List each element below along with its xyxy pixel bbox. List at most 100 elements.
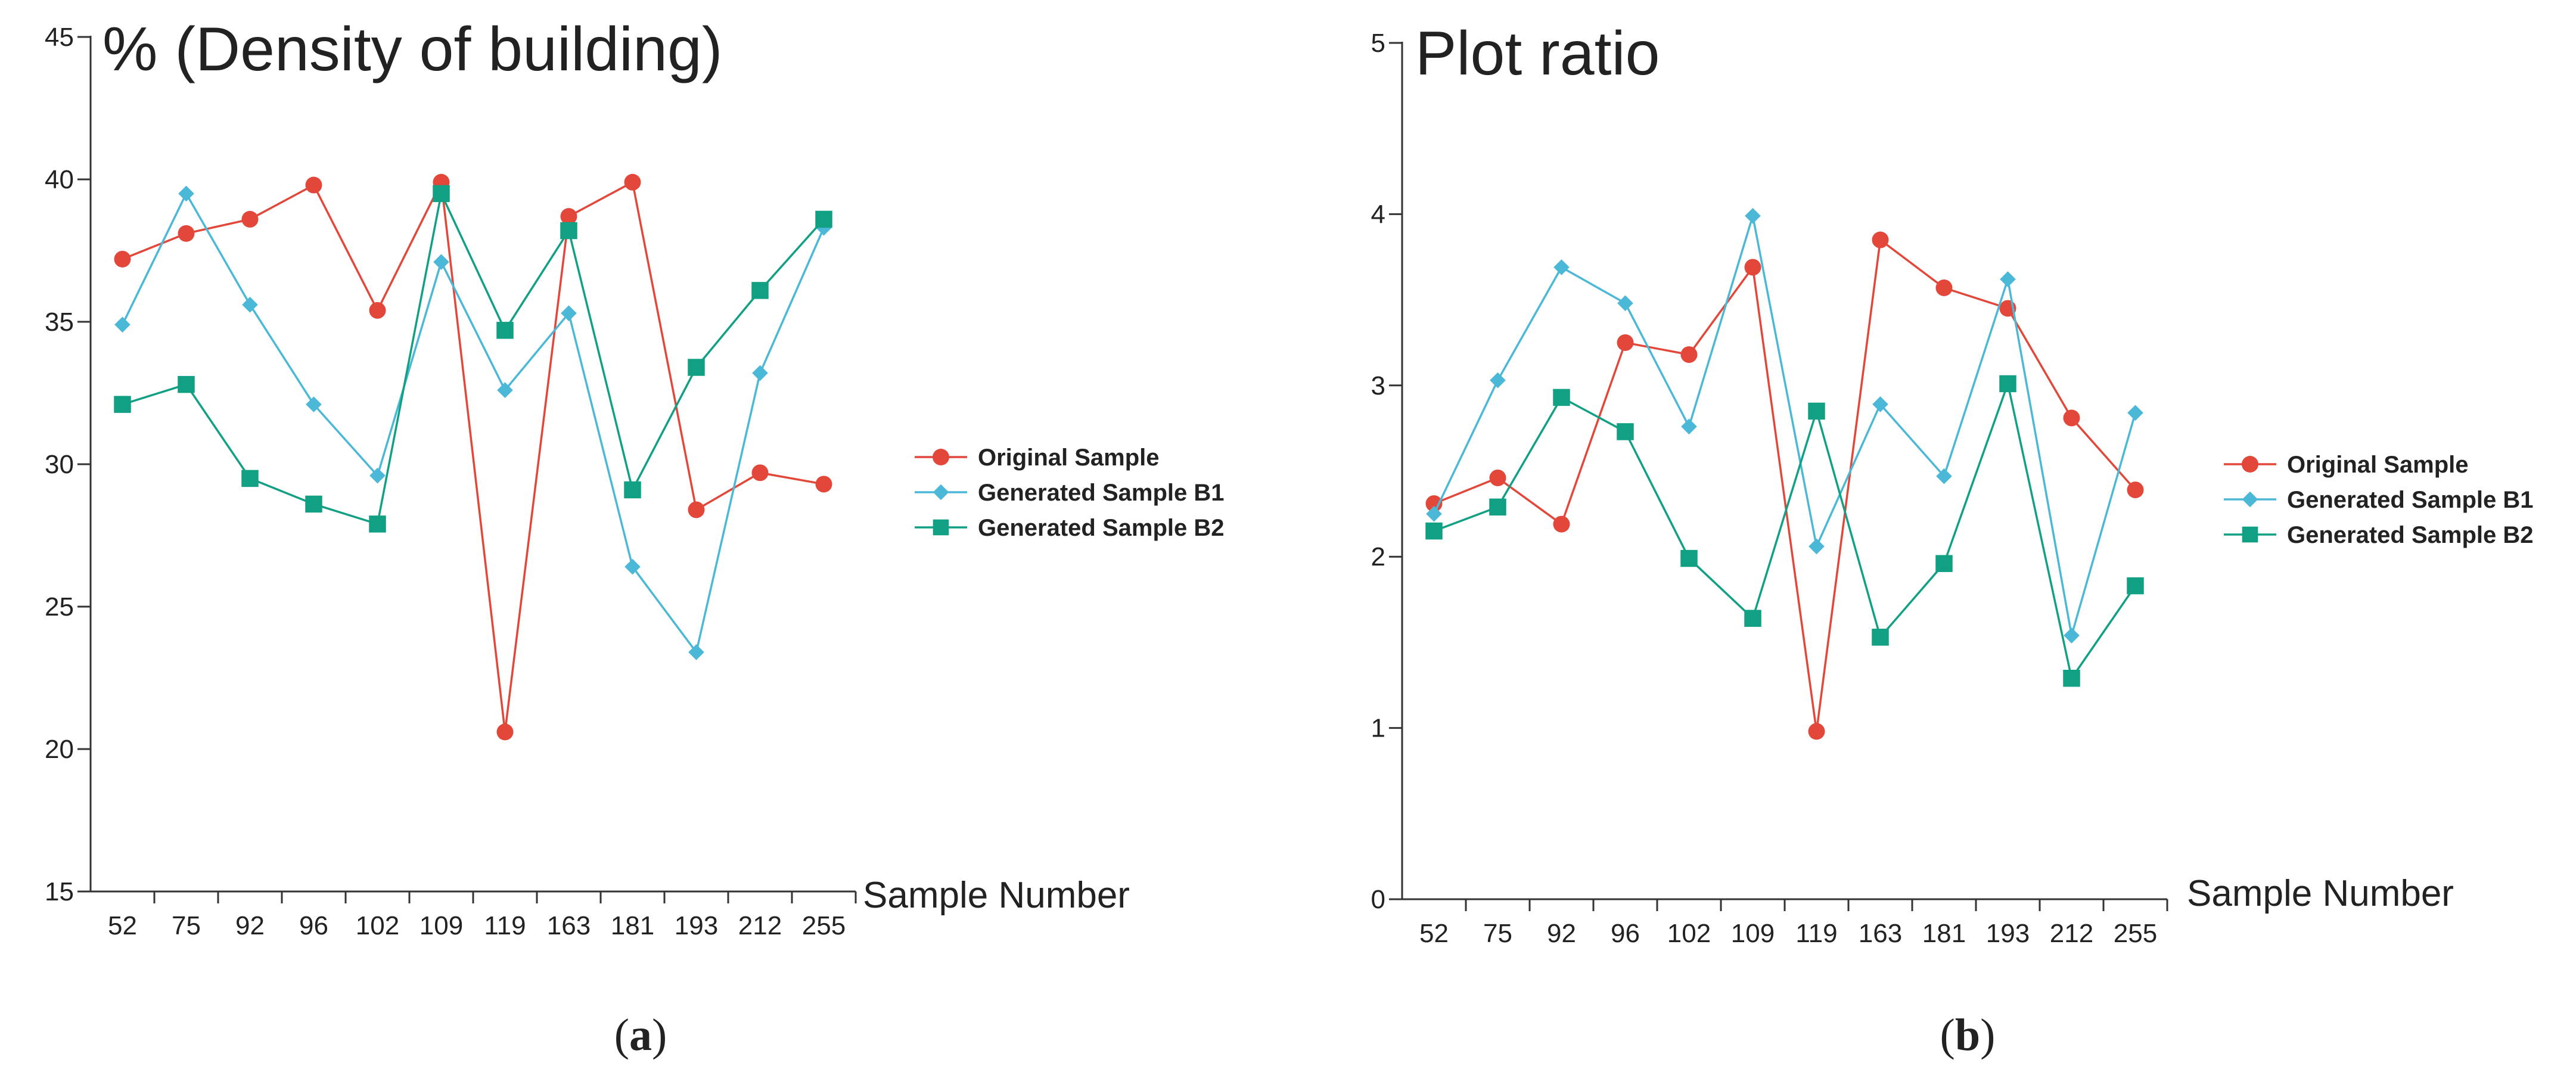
data-point-b1 xyxy=(1617,295,1633,312)
data-point-b2 xyxy=(1872,629,1889,646)
data-point-b1 xyxy=(306,396,322,412)
data-point-b2 xyxy=(1680,549,1698,567)
panel-label-letter: b xyxy=(1955,1010,1980,1060)
data-point-original xyxy=(1744,259,1761,276)
data-point-b1 xyxy=(497,382,513,399)
series-line-original xyxy=(1433,238,2136,733)
data-point-b1 xyxy=(816,219,832,236)
data-point-b1 xyxy=(1936,468,1952,484)
data-point-original xyxy=(815,476,832,493)
data-point-b2 xyxy=(369,515,386,533)
data-point-b2 xyxy=(496,322,514,339)
panel-label-close-paren: ) xyxy=(652,1010,667,1060)
data-point-original xyxy=(114,250,131,268)
data-point-original xyxy=(1489,469,1506,486)
data-point-b2 xyxy=(1744,610,1761,627)
panel-b-plot-ratio-chart: Plot ratio 0 1 2 3 4 5 52 75 92 96 102 109 119 163 181 1… xyxy=(1371,19,2534,1060)
legend-label: Generated Sample B2 xyxy=(2287,522,2534,548)
data-point-original xyxy=(241,210,259,228)
x-tick-label: 96 xyxy=(1611,919,1640,948)
data-point-b2 xyxy=(624,481,641,499)
x-tick-label: 119 xyxy=(484,911,526,940)
data-point-original xyxy=(1872,231,1889,248)
series-line-b1 xyxy=(1433,215,2137,637)
data-point-b1 xyxy=(1553,259,1570,275)
data-point-b2 xyxy=(688,359,705,376)
data-point-b2 xyxy=(114,396,131,413)
series-b2 xyxy=(1425,375,2144,687)
data-point-original xyxy=(178,225,195,242)
x-axis-label: Sample Number xyxy=(863,875,1130,916)
data-point-original xyxy=(1553,515,1570,533)
data-point-original xyxy=(2063,409,2080,427)
x-tick-label: 96 xyxy=(299,911,328,940)
data-point-original xyxy=(751,464,769,481)
series-b1 xyxy=(1426,207,2143,644)
data-point-b2 xyxy=(560,222,577,240)
data-point-b2 xyxy=(178,375,195,393)
data-point-b1 xyxy=(752,365,768,381)
y-tick-label: 15 xyxy=(45,877,74,906)
panel-label: (b) xyxy=(1940,1010,1996,1060)
x-tick-label: 255 xyxy=(2114,919,2157,948)
x-tick-label: 181 xyxy=(611,911,654,940)
legend-label: Generated Sample B1 xyxy=(2287,487,2534,513)
data-point-b1 xyxy=(1490,372,1506,389)
data-point-b2 xyxy=(1553,389,1570,406)
panel-label-close-paren: ) xyxy=(1980,1010,1995,1060)
x-tick-label: 163 xyxy=(547,911,591,940)
legend: Original Sample Generated Sample B1 Genera… xyxy=(2224,452,2534,548)
y-tick-label: 30 xyxy=(45,450,74,479)
data-point-b1 xyxy=(1872,396,1888,412)
data-point-b2 xyxy=(305,495,322,513)
y-tick-label: 40 xyxy=(45,165,74,194)
data-point-b1 xyxy=(1809,538,1825,555)
y-tick-label: 2 xyxy=(1371,542,1385,571)
legend-marker-original xyxy=(2242,456,2258,473)
x-tick-label: 102 xyxy=(356,911,399,940)
data-point-b1 xyxy=(178,185,194,202)
data-point-original xyxy=(688,501,705,518)
x-tick-label: 193 xyxy=(1986,919,2030,948)
data-point-b1 xyxy=(688,644,704,660)
panel-a-density-chart: % (Density of building) 15 20 25 30 35 40 45 52 7… xyxy=(45,15,1224,1060)
legend-marker-b2 xyxy=(2242,526,2258,543)
series-original xyxy=(1425,231,2144,740)
series-b1 xyxy=(114,185,832,660)
x-tick-label: 212 xyxy=(738,911,782,940)
data-point-original xyxy=(2127,481,2144,499)
data-point-original xyxy=(369,302,386,319)
chart-title: % (Density of building) xyxy=(102,15,722,84)
data-point-original xyxy=(1935,279,1953,296)
data-point-b2 xyxy=(1808,402,1825,420)
x-tick-label: 109 xyxy=(420,911,463,940)
chart-title: Plot ratio xyxy=(1415,19,1660,88)
x-tick-label: 75 xyxy=(1483,919,1512,948)
legend-marker-b2 xyxy=(933,519,949,536)
data-point-b1 xyxy=(1681,418,1697,435)
data-point-b1 xyxy=(433,254,449,270)
x-axis-label: Sample Number xyxy=(2187,873,2454,914)
data-point-original xyxy=(1425,495,1443,512)
x-tick-label: 119 xyxy=(1795,919,1837,948)
data-point-original xyxy=(1808,723,1825,740)
data-point-b2 xyxy=(241,470,259,487)
data-point-b2 xyxy=(433,185,450,203)
data-point-original xyxy=(1617,334,1634,351)
data-point-b1 xyxy=(1426,506,1442,522)
y-tick-label: 3 xyxy=(1371,371,1385,400)
data-point-b1 xyxy=(2064,627,2080,644)
data-point-b2 xyxy=(1425,522,1443,540)
data-point-b2 xyxy=(1999,375,2016,393)
series-original xyxy=(114,173,832,741)
legend-label: Original Sample xyxy=(978,445,1160,471)
series-line-b2 xyxy=(1433,383,2136,680)
data-point-b1 xyxy=(242,297,258,313)
data-point-b2 xyxy=(1489,498,1506,516)
data-point-b2 xyxy=(1935,555,1953,572)
legend: Original Sample Generated Sample B1 Genera… xyxy=(915,445,1225,541)
data-point-b1 xyxy=(561,305,577,321)
y-tick-label: 35 xyxy=(45,307,74,337)
x-tick-label: 163 xyxy=(1859,919,1902,948)
data-point-b1 xyxy=(2000,271,2016,287)
